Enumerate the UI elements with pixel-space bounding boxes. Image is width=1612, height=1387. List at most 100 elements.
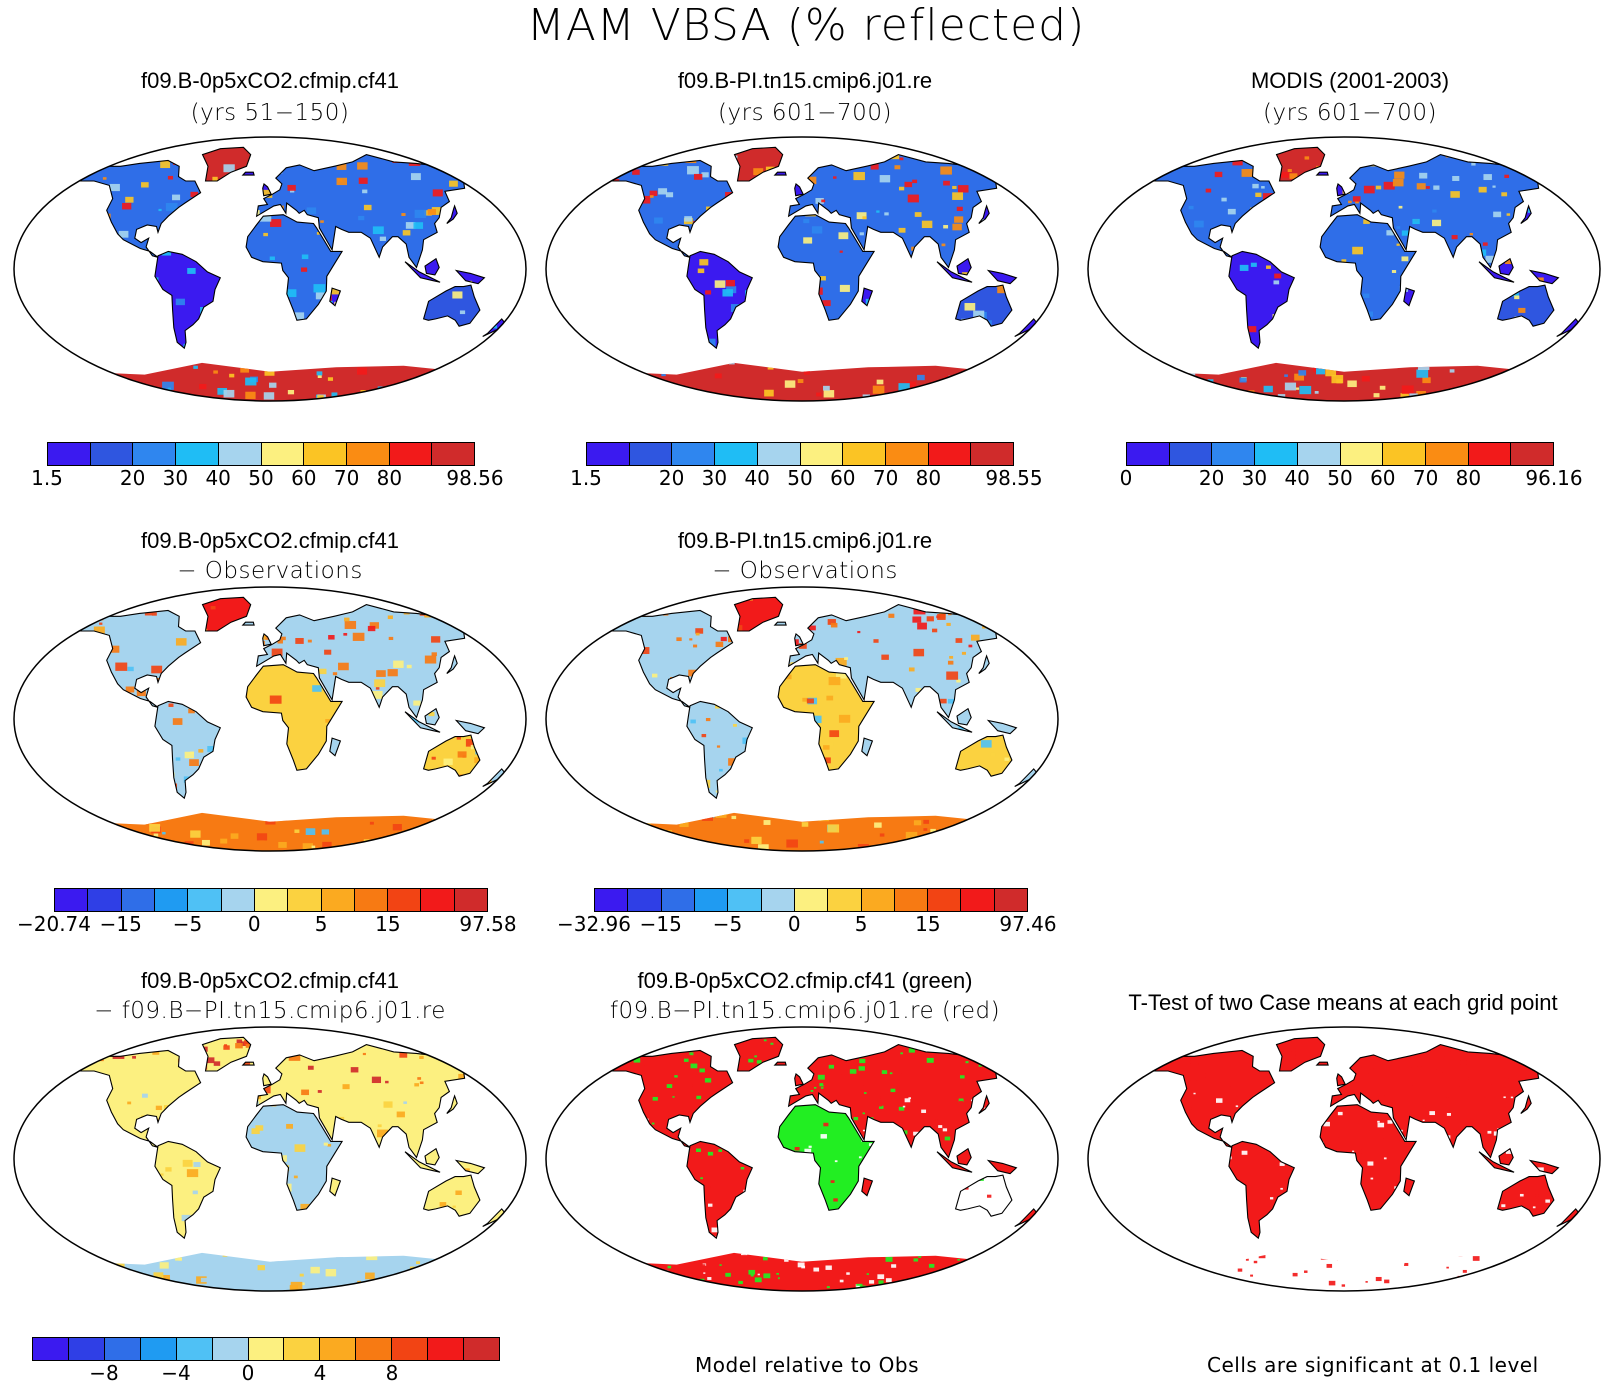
land-newguinea [1530,270,1559,284]
panel-8-map [1087,1026,1601,1292]
coastline-eurasia [255,1044,479,1159]
land-africa [778,214,875,321]
coastline-japan [978,1094,990,1114]
land-australia [1497,1175,1554,1217]
colorbar-swatch [88,889,122,911]
colorbar-swatch [828,889,862,911]
colorbar-tick-label: 60 [291,466,317,490]
map-boundary [13,1026,527,1292]
panel-5-map [545,586,1059,852]
colorbar-labels: −20.74 −15 −5 0 5 15 97.58 [17,912,517,938]
colorbar-swatch [843,443,886,465]
coastline-africa [777,214,876,321]
coastline-indonesia [404,1151,441,1173]
colorbar-tick-label: 97.46 [999,912,1057,936]
colorbar-swatch [628,889,662,911]
land-borneo [957,258,972,275]
colorbar-tick-label: 60 [1370,466,1396,490]
land-borneo [425,258,440,275]
coastline-indonesia [936,1151,973,1173]
coastline-madagascar [1403,1177,1416,1197]
land-africa [778,1104,875,1211]
panel-7-map [545,1026,1059,1292]
coastline-greenland [201,596,252,632]
land-greenland [202,147,251,181]
colorbar-swatch [1212,443,1256,465]
coastline-newguinea [1528,1159,1560,1175]
colorbar-tick-label: 15 [915,912,941,936]
land-iceland [774,172,787,176]
coastline-greatbritain [262,1072,273,1087]
land-newguinea [988,720,1017,734]
colorbar-tick-label: 0 [1119,466,1133,490]
panel-6-subtitle: − f09.B−PI.tn15.cmip6.j01.re [94,998,446,1024]
colorbar-tick-label: 96.16 [1525,466,1583,490]
coastline-africa [1319,1104,1418,1211]
colorbar-tick-label: −15 [99,912,142,936]
colorbar-tick-label: −20.74 [16,912,92,936]
colorbar-tick-label: 1.5 [31,466,63,490]
land-japan [446,655,458,674]
colorbar-swatch [421,889,455,911]
panel-7-subtitle: f09.B−PI.tn15.cmip6.j01.re (red) [609,998,1001,1024]
land-newzealand [1556,1208,1581,1227]
colorbar-swatch [961,889,995,911]
colorbar-tick-label: 98.55 [985,466,1043,490]
land-eurasia [256,604,478,718]
land-madagascar [1403,288,1415,306]
colorbar-tick-label: 50 [248,466,274,490]
colorbar-tick-label: 30 [701,466,728,490]
coastline-indonesia [1478,261,1515,283]
land-australia [423,735,480,777]
land-africa [778,664,875,771]
coastline-greatbritain [262,632,273,647]
coastline-northamerica [1149,159,1276,258]
coastline-africa [777,664,876,771]
land-africa [246,1104,343,1211]
panel-8-note: Cells are significant at 0.1 level [1207,1353,1539,1377]
colorbar-strip [32,1337,500,1361]
colorbar-tick-label: 40 [1284,466,1310,490]
colorbar-swatch [212,1338,249,1360]
colorbar-swatch [672,443,716,465]
coastline-southamerica [686,1140,754,1240]
colorbar-strip [586,442,1014,466]
coastline-newguinea [454,1159,486,1175]
land-newzealand [482,768,507,787]
colorbar-swatch [284,1338,321,1360]
land-madagascar [1403,1178,1415,1196]
colorbar-swatch [288,889,322,911]
colorbar-labels: −32.96 −15 −5 0 5 15 97.46 [557,912,1057,938]
coastline-borneo [956,707,972,726]
colorbar-swatch [1255,443,1298,465]
colorbar-swatch [133,443,177,465]
panel-2-title: f09.B-PI.tn15.cmip6.j01.re [677,68,933,93]
colorbar-swatch [90,443,134,465]
colorbar-swatch [1468,443,1512,465]
coastline-eurasia [787,1044,1011,1159]
coastline-madagascar [861,1177,874,1197]
coastline-northamerica [607,609,734,708]
colorbar-swatch [715,443,758,465]
colorbar-tick-label: −15 [639,912,682,936]
coastline-australia [422,284,481,327]
coastline-northamerica [75,1049,202,1148]
coastline-borneo [956,257,972,276]
colorbar-swatch [304,443,347,465]
land-australia [955,285,1012,327]
land-greatbritain [1336,1073,1346,1086]
colorbar-tick-label: −5 [712,912,743,936]
colorbar-swatch [454,889,488,911]
coastline-borneo [424,707,440,726]
map-boundary [1087,136,1601,402]
colorbar-tick-label: −4 [161,1361,191,1385]
colorbar-tick-label: 50 [787,466,813,490]
land-borneo [957,1148,972,1165]
coastline-africa [245,214,344,321]
colorbar-tick-label: 0 [787,912,801,936]
land-australia [955,1175,1012,1217]
colorbar-swatch [48,443,91,465]
colorbar-swatch [694,889,729,911]
colorbar-tick-label: 5 [854,912,868,936]
colorbar-tick-label: 30 [162,466,189,490]
